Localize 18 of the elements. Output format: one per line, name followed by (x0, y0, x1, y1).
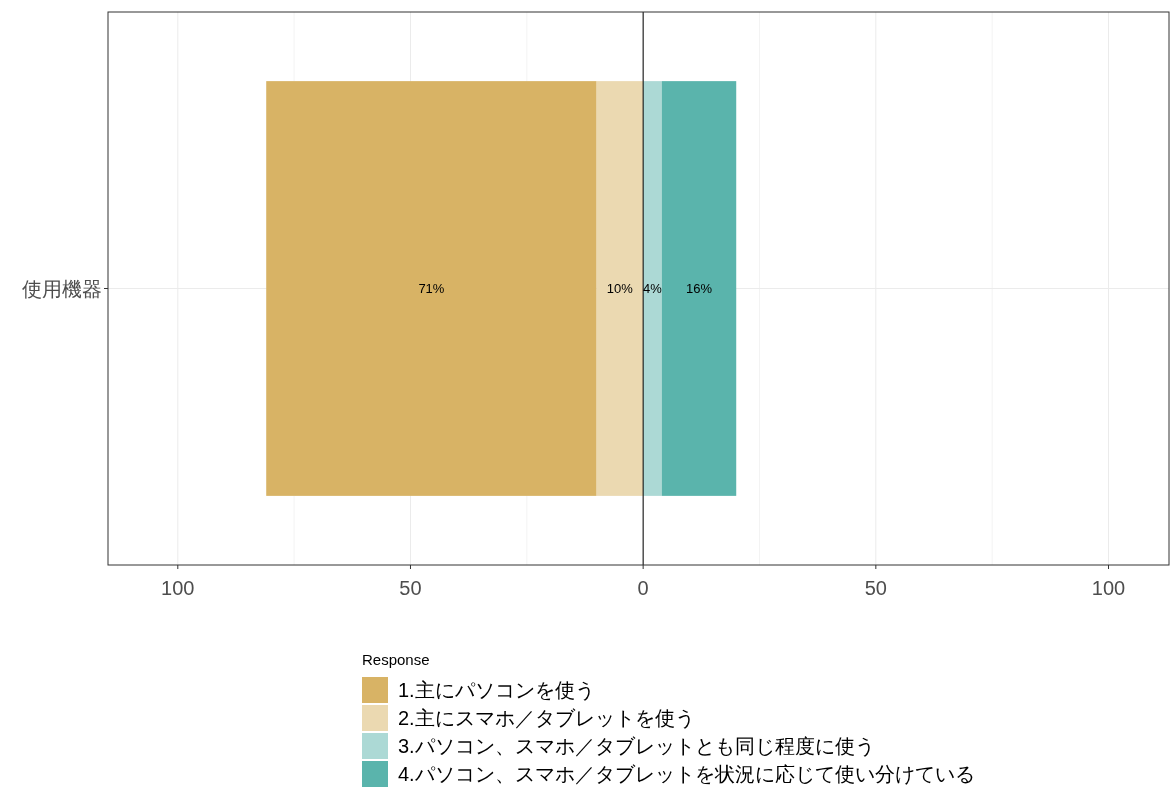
legend-label: 2.主にスマホ／タブレットを使う (398, 707, 695, 729)
data-label: 16% (685, 281, 713, 297)
legend-label: 1.主にパソコンを使う (398, 679, 595, 701)
bar (266, 81, 597, 496)
bar (661, 81, 737, 496)
x-tick-label: 100 (1091, 577, 1126, 599)
legend-label: 3.パソコン、スマホ／タブレットとも同じ程度に使う (398, 735, 875, 757)
bar (643, 81, 662, 496)
legend-label: 4.パソコン、スマホ／タブレットを状況に応じて使い分けている (398, 763, 975, 785)
x-tick-label: 0 (637, 577, 649, 599)
data-label: 10% (606, 281, 634, 297)
x-tick-label: 50 (399, 577, 422, 599)
y-tick-label: 使用機器 (22, 277, 102, 300)
bar (596, 81, 644, 496)
x-tick-label: 100 (161, 577, 195, 599)
x-tick-label: 50 (864, 577, 887, 599)
legend-title: Response (362, 651, 430, 668)
data-label: 71% (418, 281, 445, 297)
